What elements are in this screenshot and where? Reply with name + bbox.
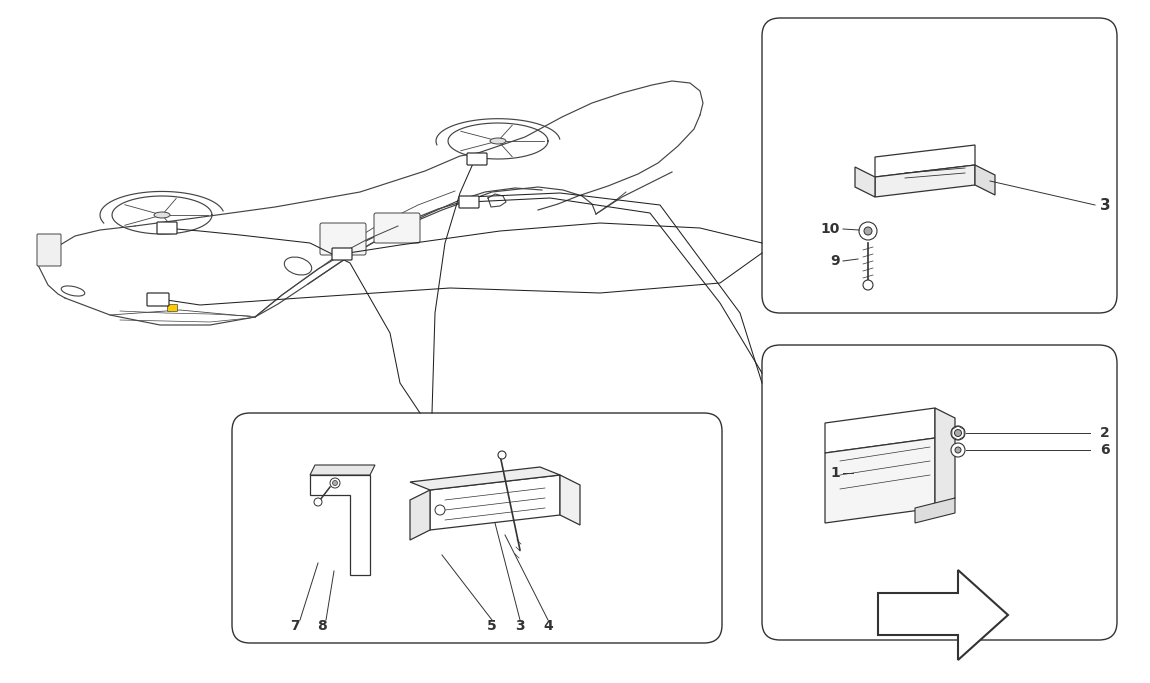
Circle shape [951, 443, 965, 457]
FancyBboxPatch shape [374, 213, 420, 243]
Text: 4: 4 [543, 619, 553, 633]
Text: 8: 8 [317, 619, 327, 633]
Polygon shape [411, 490, 430, 540]
Circle shape [330, 478, 340, 488]
Polygon shape [875, 165, 975, 197]
FancyBboxPatch shape [332, 248, 352, 260]
Polygon shape [411, 467, 560, 490]
Text: 7: 7 [290, 619, 300, 633]
FancyBboxPatch shape [232, 413, 722, 643]
Circle shape [951, 426, 965, 440]
Polygon shape [560, 475, 580, 525]
FancyBboxPatch shape [762, 18, 1117, 313]
Text: 5: 5 [488, 619, 497, 633]
Circle shape [435, 505, 445, 515]
Polygon shape [854, 167, 875, 197]
Polygon shape [935, 408, 954, 508]
Circle shape [954, 447, 961, 453]
Ellipse shape [490, 138, 506, 144]
Circle shape [859, 222, 877, 240]
FancyBboxPatch shape [467, 153, 486, 165]
Ellipse shape [154, 212, 170, 218]
FancyBboxPatch shape [168, 305, 177, 311]
Polygon shape [310, 475, 370, 575]
Polygon shape [825, 438, 935, 523]
Circle shape [864, 227, 872, 235]
Circle shape [498, 451, 506, 459]
FancyBboxPatch shape [320, 223, 366, 255]
Polygon shape [875, 145, 975, 177]
Text: 1: 1 [830, 466, 840, 480]
Text: 3: 3 [515, 619, 524, 633]
Circle shape [954, 430, 961, 436]
Text: 3: 3 [1099, 197, 1110, 212]
Polygon shape [915, 498, 954, 523]
Polygon shape [430, 475, 560, 530]
Polygon shape [825, 408, 935, 453]
Polygon shape [877, 570, 1009, 660]
FancyBboxPatch shape [158, 222, 177, 234]
FancyBboxPatch shape [459, 196, 480, 208]
Text: 6: 6 [1101, 443, 1110, 457]
Circle shape [314, 498, 322, 506]
Polygon shape [310, 465, 375, 475]
Polygon shape [975, 165, 995, 195]
Text: 2: 2 [1101, 426, 1110, 440]
FancyBboxPatch shape [37, 234, 61, 266]
Circle shape [332, 481, 337, 486]
FancyBboxPatch shape [147, 293, 169, 306]
FancyBboxPatch shape [762, 345, 1117, 640]
Text: 9: 9 [830, 254, 840, 268]
Circle shape [862, 280, 873, 290]
Text: 10: 10 [821, 222, 839, 236]
